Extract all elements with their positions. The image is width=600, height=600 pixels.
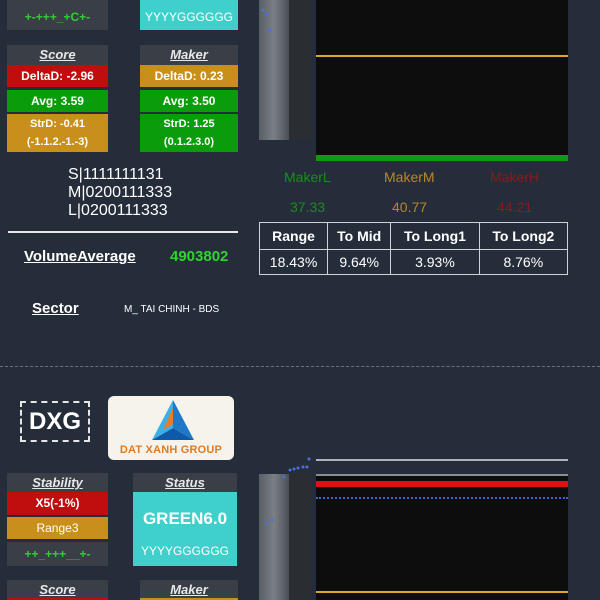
volume-average-label: VolumeAverage xyxy=(24,248,136,265)
stats-header-to-long1: To Long1 xyxy=(390,222,480,250)
chart-bottom-blue-dashed-line xyxy=(316,497,568,499)
divider xyxy=(8,231,238,233)
maker-m-label: MakerM xyxy=(384,169,435,185)
maker-m-value: 40.77 xyxy=(392,199,428,215)
chart-top-gold-line xyxy=(316,55,568,57)
score-header: Score xyxy=(7,45,108,65)
status-letters: YYYYGGGGGG xyxy=(133,540,237,566)
maker-header: Maker xyxy=(140,45,238,65)
volume-average-value: 4903802 xyxy=(170,248,229,265)
chart-top xyxy=(316,0,568,156)
score-bottom-strip xyxy=(7,598,108,600)
maker-deltad: DeltaD: 0.23 xyxy=(140,65,238,87)
company-logo: DAT XANH GROUP xyxy=(108,396,234,460)
sector-label: Sector xyxy=(32,300,79,317)
maker-h-label: MakerH xyxy=(490,169,540,185)
stats-value-to-long2: 8.76% xyxy=(478,249,569,275)
scatter-dots-bottom xyxy=(265,457,311,526)
scatter-dots-top xyxy=(261,8,272,32)
slm-line-l: L|0200111333 xyxy=(68,202,168,219)
stats-value-range: 18.43% xyxy=(258,249,329,275)
score-strd-detail: (-1.1.2.-1.-3) xyxy=(7,134,108,152)
stats-header-to-mid: To Mid xyxy=(327,222,392,250)
sector-value: M_ TAI CHINH - BDS xyxy=(124,304,220,315)
price-scale-strip-bottom xyxy=(259,474,289,600)
stability-x5: X5(-1%) xyxy=(7,492,108,515)
maker-l-label: MakerL xyxy=(284,169,331,185)
chart-bottom xyxy=(316,474,568,600)
card-separator xyxy=(0,366,600,367)
stability-range: Range3 xyxy=(7,517,108,539)
stats-table: Range To Mid To Long1 To Long2 18.43% 9.… xyxy=(258,222,569,275)
maker-l-value: 37.33 xyxy=(290,199,326,215)
chart-top-green-bar xyxy=(316,155,568,161)
stability-header: Stability xyxy=(7,473,108,493)
status-header: Status xyxy=(133,473,237,493)
logo-mark-icon xyxy=(152,400,194,440)
stability-dots: ++_+++__+- xyxy=(7,542,108,566)
stability-dots-top: +-+++_+C+- xyxy=(7,0,108,30)
maker-h-value: 44.21 xyxy=(497,199,533,215)
score-header-bottom: Score xyxy=(7,580,108,600)
maker-strd-detail: (0.1.2.3.0) xyxy=(140,134,238,152)
score-strd: StrD: -0.41 xyxy=(7,114,108,134)
slm-line-s: S|1111111131 xyxy=(68,166,164,183)
price-scale-strip-top-shade xyxy=(289,0,311,140)
score-avg: Avg: 3.59 xyxy=(7,90,108,112)
stats-value-to-long1: 3.93% xyxy=(390,249,480,275)
stats-header-to-long2: To Long2 xyxy=(478,222,569,250)
chart-bottom-gold-line xyxy=(316,591,568,593)
price-scale-strip-bottom-shade xyxy=(289,474,311,600)
price-scale-strip-top xyxy=(259,0,289,140)
stats-header-range: Range xyxy=(258,222,329,250)
ticker-box[interactable]: DXG xyxy=(20,401,90,442)
chart-bottom-gray-line xyxy=(316,474,568,476)
maker-header-bottom: Maker xyxy=(140,580,238,600)
score-deltad: DeltaD: -2.96 xyxy=(7,65,108,87)
status-letters-top: YYYYGGGGGG xyxy=(140,0,238,30)
chart-bottom-top-gray-line xyxy=(316,459,568,461)
chart-bottom-red-band xyxy=(316,481,568,487)
logo-text: DAT XANH GROUP xyxy=(119,444,223,456)
status-value: GREEN6.0 xyxy=(133,492,237,540)
slm-line-m: M|0200111333 xyxy=(68,184,173,201)
maker-avg: Avg: 3.50 xyxy=(140,90,238,112)
stats-value-to-mid: 9.64% xyxy=(327,249,392,275)
maker-bottom-strip xyxy=(140,598,238,600)
slm-block: S|1111111131 M|0200111333 L|0200111333 xyxy=(68,166,208,220)
maker-strd: StrD: 1.25 xyxy=(140,114,238,134)
